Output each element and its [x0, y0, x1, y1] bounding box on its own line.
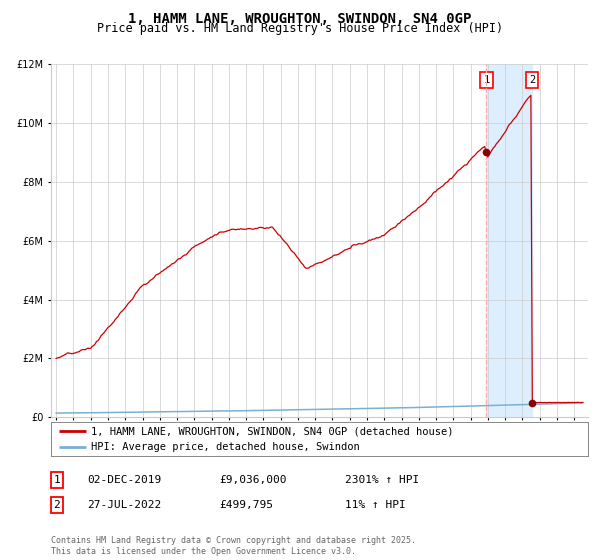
Text: 1, HAMM LANE, WROUGHTON, SWINDON, SN4 0GP (detached house): 1, HAMM LANE, WROUGHTON, SWINDON, SN4 0G…: [91, 426, 454, 436]
Text: 1, HAMM LANE, WROUGHTON, SWINDON, SN4 0GP: 1, HAMM LANE, WROUGHTON, SWINDON, SN4 0G…: [128, 12, 472, 26]
Text: Contains HM Land Registry data © Crown copyright and database right 2025.
This d: Contains HM Land Registry data © Crown c…: [51, 536, 416, 556]
Text: 11% ↑ HPI: 11% ↑ HPI: [345, 500, 406, 510]
Text: £9,036,000: £9,036,000: [219, 475, 287, 485]
Text: 02-DEC-2019: 02-DEC-2019: [87, 475, 161, 485]
Text: 27-JUL-2022: 27-JUL-2022: [87, 500, 161, 510]
Text: Price paid vs. HM Land Registry's House Price Index (HPI): Price paid vs. HM Land Registry's House …: [97, 22, 503, 35]
Text: £499,795: £499,795: [219, 500, 273, 510]
Bar: [487, 64, 532, 417]
Text: 2301% ↑ HPI: 2301% ↑ HPI: [345, 475, 419, 485]
Text: 2: 2: [53, 500, 61, 510]
Text: 1: 1: [53, 475, 61, 485]
Text: 1: 1: [484, 75, 490, 85]
Text: HPI: Average price, detached house, Swindon: HPI: Average price, detached house, Swin…: [91, 442, 360, 452]
Text: 2: 2: [529, 75, 535, 85]
